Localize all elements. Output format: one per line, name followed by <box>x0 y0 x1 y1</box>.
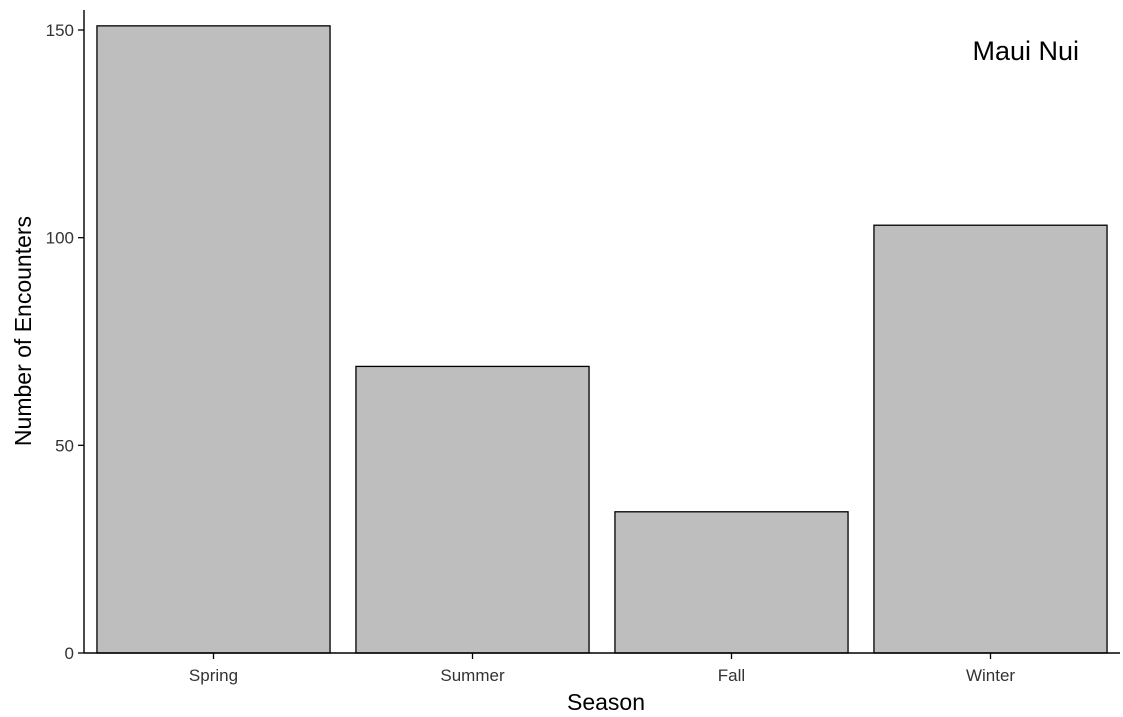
x-tick-label-fall: Fall <box>718 666 745 685</box>
x-axis-title: Season <box>567 689 645 715</box>
chart-annotation: Maui Nui <box>972 36 1079 66</box>
bar-fall <box>614 511 849 654</box>
y-tick-label-150: 150 <box>46 21 74 40</box>
y-tick-label-0: 0 <box>65 644 74 663</box>
x-tick-label-summer: Summer <box>440 666 505 685</box>
x-tick-label-winter: Winter <box>966 666 1015 685</box>
bar-summer <box>355 365 590 654</box>
x-tick-label-spring: Spring <box>189 666 238 685</box>
bars-group <box>96 25 1108 654</box>
y-axis: 0 50 100 150 <box>46 10 85 663</box>
bar-winter <box>873 224 1108 654</box>
x-axis: Spring Summer Fall Winter <box>84 652 1120 685</box>
bar-spring <box>96 25 331 654</box>
y-tick-label-100: 100 <box>46 229 74 248</box>
y-axis-title: Number of Encounters <box>10 216 36 446</box>
y-tick-label-50: 50 <box>55 436 74 455</box>
